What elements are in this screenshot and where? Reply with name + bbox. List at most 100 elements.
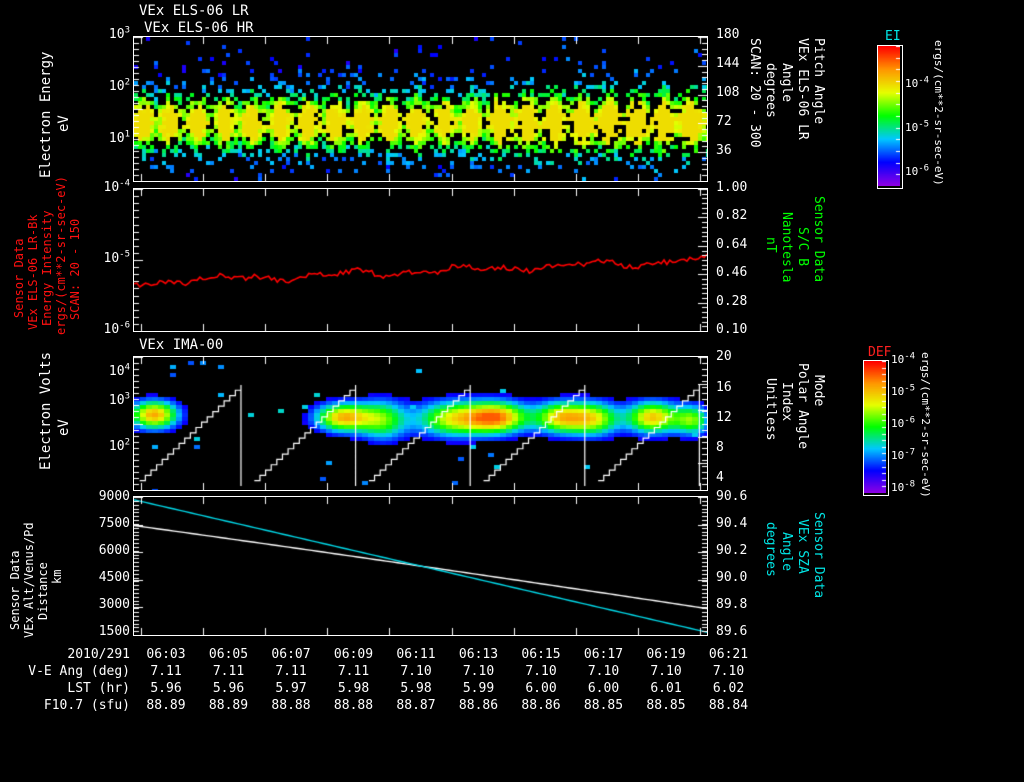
panel4-ytick-1: 7500	[98, 516, 130, 531]
footer-lst-8: 6.01	[650, 681, 682, 696]
footer-time-3: 06:09	[333, 647, 374, 662]
footer-time-9: 06:21	[708, 647, 749, 662]
panel2-left-axis-label-1: Sensor Data	[12, 238, 26, 318]
panel1-right-ytick-3: 72	[716, 114, 732, 129]
panel3-right-ytick-3: 8	[716, 440, 724, 455]
colorbar-ei-unit: ergs/(cm**2-sr-sec-eV)	[932, 40, 945, 186]
panel2-right-ytick-5: 0.10	[716, 322, 748, 337]
footer-date-label: 2010/291	[67, 647, 130, 662]
panel1-right-axis-label-2: VEx ELS-06 LR	[795, 38, 810, 140]
footer-f107-0: 88.89	[146, 698, 186, 713]
footer-f107-8: 88.85	[646, 698, 686, 713]
panel2-ytick-1: 10-5	[103, 249, 131, 266]
panel3-right-axis-label-2: Polar Angle	[795, 363, 810, 450]
footer-lst-0: 5.96	[150, 681, 182, 696]
panel1-right-ytick-1: 144	[716, 56, 740, 71]
footer-lst-6: 6.00	[525, 681, 557, 696]
panel2-ytick-2: 10-6	[103, 320, 131, 337]
footer-ve-ang-4: 7.10	[400, 664, 432, 679]
panel1-ytick-0: 103	[108, 25, 130, 42]
panel-els-spectrogram[interactable]	[133, 36, 708, 182]
panel4-right-ytick-1: 90.4	[716, 516, 748, 531]
colorbar-def-tick-3: 10-7	[891, 447, 916, 462]
footer-f107-1: 88.89	[208, 698, 249, 713]
panel-energy-intensity[interactable]	[133, 188, 708, 332]
panel2-right-axis-label-3: Nanotesla	[779, 212, 794, 283]
panel4-left-axis-label-1: Sensor Data	[8, 550, 22, 630]
panel4-ytick-3: 4500	[98, 570, 130, 585]
footer-f107-2: 88.88	[271, 698, 311, 713]
panel4-left-axis-label-4: km	[50, 569, 64, 584]
panel2-right-ytick-2: 0.64	[716, 237, 748, 252]
footer-ve-ang-9: 7.10	[712, 664, 745, 679]
footer-row-label-1: LST (hr)	[67, 681, 130, 696]
panel4-ytick-4: 3000	[98, 597, 130, 612]
panel4-right-ytick-4: 89.8	[716, 597, 748, 612]
footer-time-1: 06:05	[208, 647, 249, 662]
footer-lst-2: 5.97	[275, 681, 307, 696]
footer-ve-ang-8: 7.10	[650, 664, 682, 679]
footer-lst-5: 5.99	[462, 681, 495, 696]
colorbar-def-tick-1: 10-5	[891, 383, 916, 398]
footer-time-0: 06:03	[146, 647, 186, 662]
colorbar-ei-tick-0: 10-4	[905, 75, 930, 90]
panel3-right-ytick-0: 20	[716, 349, 732, 364]
panel-ima-spectrogram[interactable]	[133, 356, 708, 491]
panel2-right-axis-label-4: nT	[763, 237, 778, 253]
panel1-right-ytick-2: 108	[716, 85, 740, 100]
panel2-right-ytick-3: 0.46	[716, 265, 748, 280]
footer-f107-7: 88.85	[583, 698, 624, 713]
panel1-right-ytick-4: 36	[716, 143, 732, 158]
panel3-ytick-2: 102	[108, 437, 130, 454]
colorbar-ei[interactable]	[877, 45, 903, 189]
footer-ve-ang-0: 7.11	[150, 664, 182, 679]
panel4-ytick-5: 1500	[98, 624, 130, 639]
footer-ve-ang-3: 7.11	[337, 664, 370, 679]
panel4-left-axis-label-3: Distance	[36, 562, 50, 620]
footer-f107-6: 88.86	[521, 698, 561, 713]
panel3-left-axis-label-2: eV	[56, 419, 72, 436]
footer-lst-3: 5.98	[337, 681, 370, 696]
footer-time-4: 06:11	[396, 647, 436, 662]
footer-ve-ang-7: 7.10	[587, 664, 620, 679]
panel3-right-ytick-2: 12	[716, 410, 732, 425]
panel2-right-ytick-4: 0.28	[716, 294, 748, 309]
footer-lst-1: 5.96	[212, 681, 245, 696]
panel2-right-ytick-0: 1.00	[716, 180, 748, 195]
panel1-right-axis-label-5: SCAN: 20 - 300	[747, 38, 762, 148]
panel4-right-ytick-0: 90.6	[716, 489, 748, 504]
panel4-right-axis-label-1: Sensor Data	[811, 512, 826, 599]
panel1-right-ytick-0: 180	[716, 27, 740, 42]
panel1-left-axis-label-1: Electron Energy	[38, 51, 54, 178]
panel-altitude-sza[interactable]	[133, 496, 708, 636]
panel4-right-ytick-2: 90.2	[716, 543, 748, 558]
panel2-left-axis-label-3: Energy Intensity	[40, 210, 54, 326]
colorbar-def[interactable]	[863, 360, 889, 496]
panel3-right-ytick-1: 16	[716, 380, 732, 395]
panel2-left-axis-label-4: ergs/(cm**2-sr-sec-eV)	[54, 176, 68, 335]
panel1-title-line2: VEx ELS-06 HR	[144, 20, 254, 36]
plot-canvas-root: VEx ELS-06 LR VEx ELS-06 HR VEx IMA-00 1…	[8, 3, 945, 713]
colorbar-def-title: DEF	[868, 345, 892, 360]
panel2-left-axis-label-2: VEx ELS-06 LR-Bk	[26, 214, 40, 330]
panel3-right-axis-label-3: Index	[779, 382, 794, 422]
panel1-right-axis-label-4: degrees	[763, 63, 778, 118]
footer-time-8: 06:19	[646, 647, 686, 662]
panel1-ytick-2: 101	[108, 129, 130, 146]
panel4-right-axis-label-2: VEx SZA	[795, 519, 810, 574]
footer-time-2: 06:07	[271, 647, 311, 662]
panel3-right-ytick-4: 4	[716, 470, 724, 485]
footer-lst-9: 6.02	[712, 681, 745, 696]
panel1-left-axis-label-2: eV	[56, 115, 72, 132]
colorbar-ei-title: EI	[885, 29, 901, 44]
panel2-left-axis-label-5: SCAN: 20 - 150	[68, 218, 82, 320]
panel2-right-axis-label-1: Sensor Data	[811, 196, 826, 283]
panel3-ytick-0: 104	[108, 362, 130, 379]
panel3-title: VEx IMA-00	[139, 337, 224, 353]
footer-ve-ang-2: 7.11	[275, 664, 307, 679]
panel4-ytick-2: 6000	[98, 543, 130, 558]
colorbar-ei-tick-1: 10-5	[905, 119, 930, 134]
panel1-title-line1: VEx ELS-06 LR	[139, 3, 249, 19]
panel1-right-axis-label-1: Pitch Angle	[811, 38, 826, 125]
footer-time-7: 06:17	[583, 647, 624, 662]
